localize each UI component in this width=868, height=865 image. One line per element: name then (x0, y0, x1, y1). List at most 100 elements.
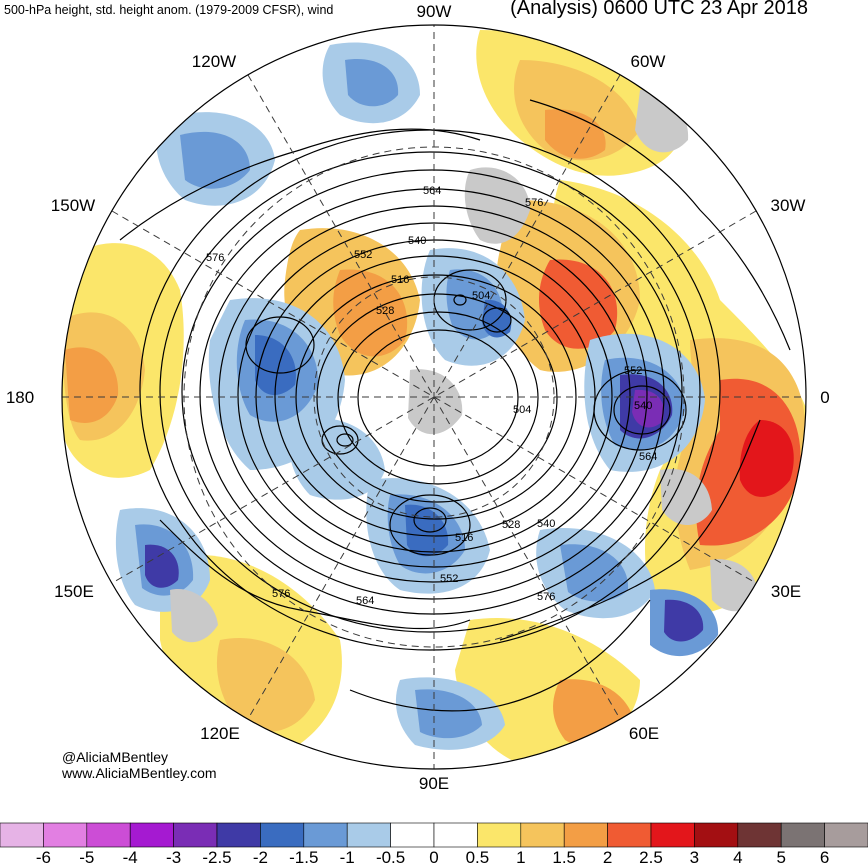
africa-land (710, 559, 759, 612)
colorbar-swatch (390, 822, 435, 848)
anomaly-positive-west-3 (65, 347, 119, 423)
contour-low-west-2 (321, 425, 359, 455)
contour-label: 564 (639, 451, 657, 463)
height-contours (119, 99, 791, 712)
contour-wave-se (499, 419, 761, 641)
colorbar-swatch (650, 822, 695, 848)
contour-label: 552 (624, 365, 642, 377)
colorbar-tick-label: 6 (820, 848, 829, 865)
colorbar-swatch (86, 822, 131, 848)
colorbar-swatch (260, 822, 305, 848)
anomaly-negative-southeast-2 (560, 544, 629, 602)
anomaly-negative-southwest-3 (145, 544, 179, 588)
colorbar-tick-label: -6 (36, 848, 51, 865)
contour-j (337, 311, 539, 485)
colorbar-tick-label: -3 (166, 848, 181, 865)
colorbar-swatch (780, 822, 825, 848)
colorbar-swatch (520, 822, 565, 848)
lon-label-60e: 60E (629, 724, 659, 743)
contour-low-west-3 (336, 433, 354, 447)
contour-label: 576 (537, 591, 555, 603)
lon-label-30w: 30W (771, 196, 806, 215)
anomaly-negative-north-center (288, 417, 385, 500)
colorbar-tick-label: 2 (603, 848, 612, 865)
contour-low-south (389, 494, 471, 556)
contour-label: 564 (423, 185, 441, 197)
contour-label: 504 (513, 404, 531, 416)
contour-label: 576 (206, 252, 224, 264)
contour-label: 528 (502, 519, 520, 531)
colorbar-swatch (694, 822, 739, 848)
contour-wave-ne (529, 99, 791, 351)
meridian-120w-60e (247, 74, 621, 720)
colorbar-tick-label: -2 (253, 848, 268, 865)
meridian-150w-30e (111, 210, 757, 584)
colorbar-swatch (129, 822, 174, 848)
greenland-land (464, 167, 530, 244)
lon-label-90w: 90W (417, 2, 452, 21)
polar-map (62, 25, 806, 769)
contour-label: 516 (391, 274, 409, 286)
contour-k (357, 329, 519, 467)
credit-handle: @AliciaMBentley (62, 749, 169, 765)
contour-label-layer: 564 576 540 552 516 528 504 504 504 552 … (206, 185, 657, 607)
colorbar-swatch (477, 822, 522, 848)
contour-wave-nw (119, 128, 481, 241)
contour-label: 516 (455, 532, 473, 544)
colorbar-swatch (216, 822, 261, 848)
colorbar-tick-label: -5 (79, 848, 94, 865)
longitude-labels: 90W 120W 60W 150W 30W 180 0 150E 30E 120… (6, 2, 830, 793)
colorbar-tick-label: -0.5 (376, 848, 405, 865)
anomaly-negative-top-2 (345, 59, 399, 107)
figure-title-right: (Analysis) 0600 UTC 23 Apr 2018 (510, 0, 808, 19)
contour-low-east (593, 369, 687, 451)
contour-label: 504 (472, 290, 490, 302)
contour-d (218, 205, 648, 583)
colorbar-tick-label: 4 (733, 848, 742, 865)
lon-label-120w: 120W (192, 52, 236, 71)
rockies-land (635, 89, 689, 153)
contour-wave-sw (159, 519, 471, 630)
contour-low-pole-dot (453, 294, 467, 306)
contour-label: 576 (272, 588, 290, 600)
credit-url: www.AliciaMBentley.com (62, 765, 217, 781)
anomaly-negative-east-4 (632, 389, 664, 428)
colorbar-swatch (737, 822, 782, 848)
contour-c (199, 188, 665, 600)
colorbar-swatch (824, 822, 868, 848)
lon-label-150e: 150E (54, 582, 94, 601)
colorbar-swatch (43, 822, 88, 848)
colorbar-tick-label: 5 (776, 848, 785, 865)
anomaly-negative-west-3 (255, 335, 296, 396)
colorbar: -6 -5 -4 -3 -2.5 -2 -1.5 -1 -0.5 0 0.5 1 1.5 2 2.5 3 4 5 6 (0, 822, 868, 865)
himalaya-land (170, 589, 218, 643)
anomaly-negative-lower-right-2 (664, 599, 704, 642)
contour-label: 540 (537, 518, 555, 530)
figure-title-left: 500-hPa height, std. height anom. (1979-… (4, 3, 334, 17)
colorbar-tick-label: 2.5 (639, 848, 663, 865)
contour-low-pole-inner (482, 307, 512, 333)
lon-label-150w: 150W (51, 196, 95, 215)
colorbar-swatch (173, 822, 218, 848)
colorbar-tick-label: 1.5 (552, 848, 576, 865)
map-border (61, 24, 807, 770)
contour-label: 552 (354, 249, 372, 261)
colorbar-swatch (0, 822, 44, 848)
contour-low-east-inner (613, 385, 671, 435)
meridian-60w-120e (247, 74, 621, 720)
contour-label: 564 (356, 595, 374, 607)
anomaly-positive-north-3 (545, 109, 606, 159)
contour-g (274, 255, 596, 537)
graticule (62, 25, 806, 769)
colorbar-tick-label: -1 (340, 848, 355, 865)
anomaly-positive-arctic-2 (333, 269, 408, 357)
contour-low-west (245, 316, 315, 374)
contour-label: 528 (376, 305, 394, 317)
europe-land (660, 469, 712, 525)
colorbar-tick-label: -4 (123, 848, 138, 865)
lon-label-30e: 30E (771, 582, 801, 601)
lon-label-120e: 120E (200, 724, 240, 743)
contour-i (316, 293, 558, 503)
colorbar-swatch (346, 822, 391, 848)
